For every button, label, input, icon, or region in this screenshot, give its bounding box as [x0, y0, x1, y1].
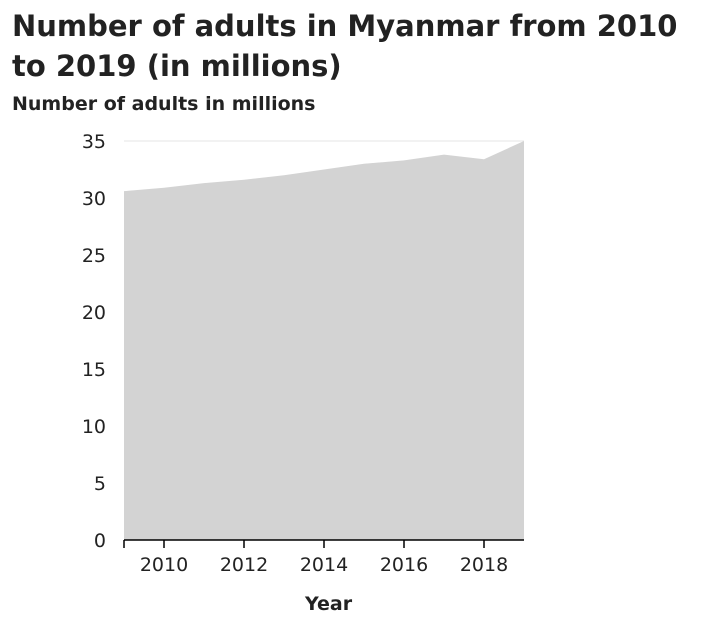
y-tick-label: 35 — [82, 131, 106, 153]
chart-title: Number of adults in Myanmar from 2010 to… — [12, 9, 678, 83]
x-tick-label: 2010 — [140, 554, 188, 576]
y-tick-label: 20 — [82, 302, 106, 324]
x-axis-ticks: 2010 2012 2014 2016 2018 — [123, 540, 508, 576]
x-tick-label: 2016 — [380, 554, 428, 576]
y-axis-ticks: 0 5 10 15 20 25 30 35 — [82, 131, 106, 552]
y-tick-label: 10 — [82, 416, 106, 438]
y-tick-label: 30 — [82, 188, 106, 210]
x-axis-label: Year — [305, 593, 353, 615]
y-tick-label: 5 — [94, 473, 106, 495]
y-tick-label: 15 — [82, 359, 106, 381]
x-tick-label: 2018 — [460, 554, 508, 576]
x-tick-label: 2012 — [220, 554, 268, 576]
y-tick-label: 0 — [94, 530, 106, 552]
y-tick-label: 25 — [82, 245, 106, 267]
area-series — [123, 140, 525, 540]
y-axis-label: Number of adults in millions — [12, 93, 316, 115]
area-fill — [124, 141, 524, 540]
x-tick-label: 2014 — [300, 554, 348, 576]
